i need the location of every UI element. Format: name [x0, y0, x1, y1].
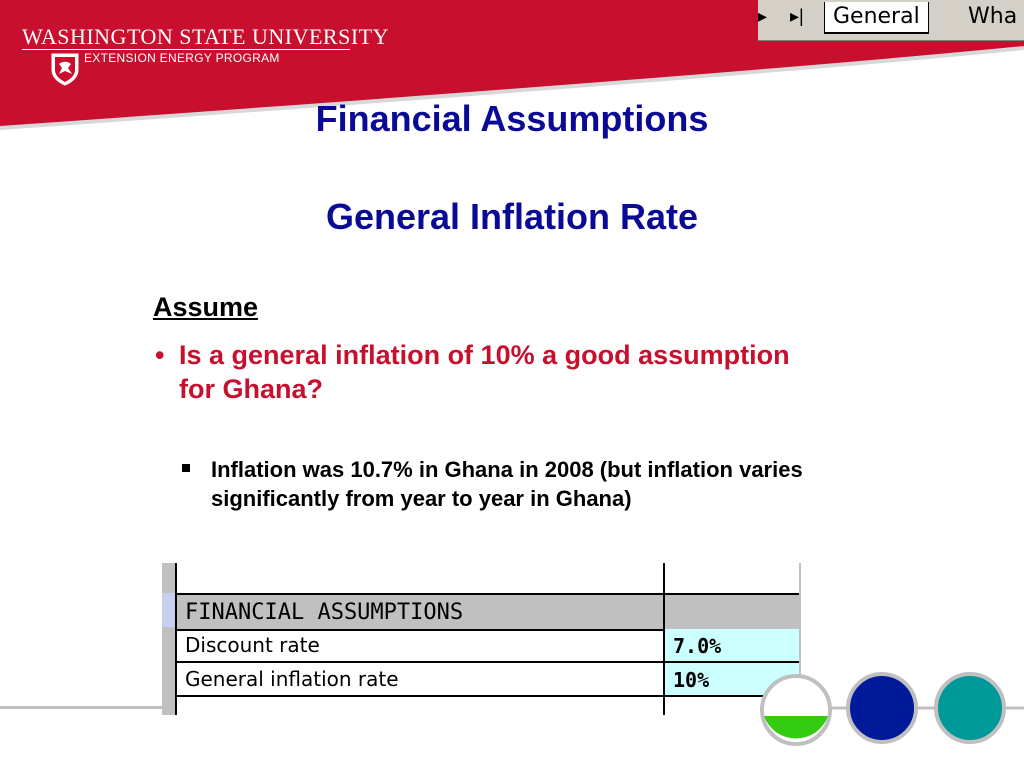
- sub-bullet-inflation: Inflation was 10.7% in Ghana in 2008 (bu…: [182, 455, 872, 513]
- financial-assumptions-sheet: FINANCIAL ASSUMPTIONS Discount rate 7.0%…: [162, 563, 826, 715]
- grid-line: [175, 563, 177, 715]
- last-sheet-icon[interactable]: ▸|: [790, 6, 804, 26]
- discount-rate-cell[interactable]: 7.0%: [665, 629, 799, 661]
- discount-rate-value: 7.0%: [673, 634, 722, 658]
- sheet-tab-strip: ▸ ▸| General Wha: [758, 0, 1024, 41]
- slide-subtitle: General Inflation Rate: [325, 196, 699, 237]
- grid-line: [663, 563, 665, 715]
- slide-title: Financial Assumptions: [315, 98, 709, 139]
- decorative-circles: [760, 672, 1024, 746]
- square-bullet-icon: [182, 464, 190, 472]
- next-sheet-icon[interactable]: ▸: [758, 6, 768, 26]
- inflation-rate-label: General inflation rate: [185, 667, 399, 691]
- table-row[interactable]: Discount rate 7.0%: [177, 629, 799, 663]
- sheet-tab-general[interactable]: General: [824, 2, 929, 34]
- sheet-tab-what[interactable]: Wha: [968, 4, 1018, 29]
- bullet-dot-icon: •: [155, 340, 165, 370]
- table-row[interactable]: General inflation rate 10%: [177, 663, 799, 697]
- university-name: WASHINGTON STATE UNIVERSITY: [22, 24, 389, 49]
- wsu-seal-icon: [51, 53, 79, 86]
- bullet-question: • Is a general inflation of 10% a good a…: [155, 338, 795, 406]
- logo-divider: [22, 49, 350, 50]
- program-name: EXTENSION ENERGY PROGRAM: [84, 51, 280, 65]
- sheet-header-label: FINANCIAL ASSUMPTIONS: [185, 600, 464, 625]
- sheet-header-row: FINANCIAL ASSUMPTIONS: [177, 593, 799, 631]
- footer-rule: [0, 706, 162, 709]
- bullet-question-text: Is a general inflation of 10% a good ass…: [179, 340, 790, 404]
- sub-bullet-text: Inflation was 10.7% in Ghana in 2008 (bu…: [211, 457, 803, 511]
- inflation-rate-value: 10%: [673, 668, 710, 692]
- discount-rate-label: Discount rate: [185, 633, 320, 657]
- grid-line: [799, 563, 801, 697]
- assume-heading: Assume: [153, 292, 259, 322]
